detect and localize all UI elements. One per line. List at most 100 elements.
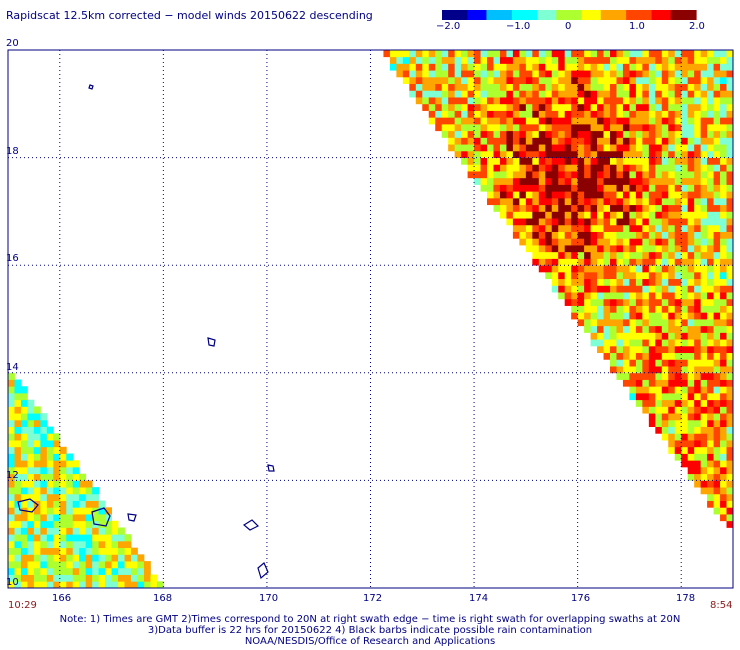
heatmap-cell [8,440,15,448]
heatmap-cell [694,446,702,454]
heatmap-cell [27,561,35,569]
heatmap-cell [558,231,566,239]
heatmap-cell [590,177,598,185]
note-line: 3)Data buffer is 22 hrs for 20150622 4) … [147,625,593,636]
heatmap-cell [577,292,585,300]
heatmap-cell [687,386,695,394]
heatmap-cell [629,238,637,246]
heatmap-cell [597,238,604,246]
heatmap-cell [648,164,656,172]
heatmap-cell [538,137,546,145]
heatmap-cell [681,130,689,138]
heatmap-cell [668,278,676,286]
heatmap-cell [694,197,702,206]
heatmap-cell [674,177,682,185]
heatmap-cell [726,392,734,401]
heatmap-cell [474,130,481,138]
heatmap-cell [616,312,624,320]
heatmap-cell [707,150,714,158]
heatmap-cell [668,117,676,125]
heatmap-cell [564,103,572,111]
heatmap-cell [59,520,67,528]
heatmap-cell [428,50,436,58]
heatmap-cell [635,224,643,232]
heatmap-cell [707,184,714,192]
heatmap-cell [461,130,468,138]
heatmap-cell [597,83,604,91]
heatmap-cell [635,231,643,239]
heatmap-cell [707,379,714,387]
heatmap-cell [707,325,714,333]
heatmap-cell [584,110,591,118]
heatmap-cell [40,453,48,461]
heatmap-cell [564,50,572,58]
heatmap-cell [603,103,611,111]
heatmap-cell [590,298,598,306]
heatmap-cell [584,123,591,132]
heatmap-cell [27,581,35,589]
heatmap-cell [707,238,714,246]
heatmap-cell [674,110,682,118]
heatmap-cell [655,285,663,293]
heatmap-cell [610,76,617,85]
heatmap-cell [480,56,488,64]
heatmap-cell [668,359,676,367]
heatmap-cell [20,480,28,488]
heatmap-cell [655,419,663,427]
heatmap-cell [668,426,676,434]
heatmap-cell [571,305,579,313]
heatmap-cell [59,540,67,549]
heatmap-cell [98,561,106,569]
heatmap-cell [27,399,35,407]
heatmap-cell [20,554,28,562]
heatmap-cell [118,581,125,589]
heatmap-cell [33,547,41,555]
heatmap-cell [558,50,566,58]
heatmap-cell [33,567,41,575]
heatmap-cell [558,177,566,185]
heatmap-cell [655,265,663,273]
heatmap-cell [700,197,708,206]
heatmap-cell [616,265,624,273]
heatmap-cell [597,251,604,259]
heatmap-cell [694,218,702,226]
heatmap-cell [694,453,702,461]
heatmap-cell [648,339,656,347]
heatmap-cell [92,561,100,569]
heatmap-cell [8,466,15,475]
heatmap-cell [551,211,559,219]
heatmap-cell [720,433,727,441]
heatmap-cell [668,419,676,427]
heatmap-cell [85,514,93,522]
heatmap-cell [726,332,734,340]
heatmap-cell [681,123,689,132]
heatmap-cell [635,110,643,118]
heatmap-cell [8,520,15,528]
heatmap-cell [571,278,579,286]
heatmap-cell [532,211,540,219]
heatmap-cell [687,433,695,441]
heatmap-cell [603,130,611,138]
heatmap-cell [487,171,494,179]
heatmap-cell [577,90,585,98]
heatmap-cell [467,164,475,172]
heatmap-cell [551,164,559,172]
heatmap-cell [648,413,656,421]
heatmap-cell [635,379,643,387]
heatmap-cell [597,191,604,199]
heatmap-cell [726,406,734,414]
heatmap-cell [720,386,727,394]
heatmap-cell [422,97,430,105]
heatmap-cell [687,285,695,293]
heatmap-cell [79,473,87,481]
heatmap-cell [616,298,624,306]
note-line: NOAA/NESDIS/Office of Research and Appli… [244,636,496,647]
heatmap-cell [616,130,624,138]
island-outline [267,464,275,472]
heatmap-cell [726,487,734,495]
heatmap-cell [396,50,404,58]
colorbar-segment [467,10,475,20]
heatmap-cell [467,97,475,105]
heatmap-cell [46,440,54,448]
heatmap-cell [713,123,721,132]
